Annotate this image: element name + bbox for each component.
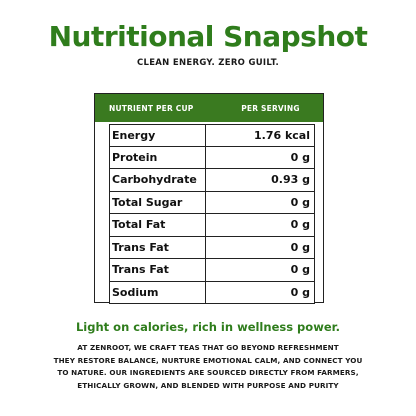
table-row: Trans Fat 0 g xyxy=(109,236,315,259)
table-header: NUTRIENT PER CUP PER SERVING xyxy=(95,94,323,122)
table-body: Energy 1.76 kcal Protein 0 g Carbohydrat… xyxy=(95,122,323,304)
tagline: Light on calories, rich in wellness powe… xyxy=(75,320,341,334)
nutrient-name: Sodium xyxy=(109,281,206,304)
brand-description: AT ZENROOT, WE CRAFT TEAS THAT GO BEYOND… xyxy=(22,342,394,392)
description-line: AT ZENROOT, WE CRAFT TEAS THAT GO BEYOND… xyxy=(77,343,339,352)
table-row: Sodium 0 g xyxy=(109,281,315,304)
table-row: Energy 1.76 kcal xyxy=(109,124,315,147)
table-row: Carbohydrate 0.93 g xyxy=(109,169,315,192)
nutrient-value: 1.76 kcal xyxy=(206,124,315,147)
nutrient-name: Energy xyxy=(109,124,206,147)
nutrient-name: Carbohydrate xyxy=(109,169,206,192)
nutrient-name: Total Sugar xyxy=(109,191,206,214)
nutrition-table: NUTRIENT PER CUP PER SERVING Energy 1.76… xyxy=(94,93,324,304)
description-line: TO NATURE. OUR INGREDIENTS ARE SOURCED D… xyxy=(57,368,359,377)
table-row: Total Fat 0 g xyxy=(109,214,315,237)
nutrient-name: Total Fat xyxy=(109,214,206,237)
description-line: ETHICALLY GROWN, AND BLENDED WITH PURPOS… xyxy=(77,380,339,390)
page-subtitle: CLEAN ENERGY. ZERO GUILT. xyxy=(136,58,280,68)
nutrient-value: 0.93 g xyxy=(206,169,315,192)
nutrient-value: 0 g xyxy=(206,146,315,169)
nutrient-name: Trans Fat xyxy=(109,259,206,282)
nutrient-name: Protein xyxy=(109,146,206,169)
nutrient-value: 0 g xyxy=(206,236,315,259)
nutrient-name: Trans Fat xyxy=(109,236,206,259)
table-row: Trans Fat 0 g xyxy=(109,259,315,282)
description-line: THEY RESTORE BALANCE, NURTURE EMOTIONAL … xyxy=(53,355,363,365)
nutrient-value: 0 g xyxy=(206,281,315,304)
nutrient-value: 0 g xyxy=(206,214,315,237)
page-title: Nutritional Snapshot xyxy=(48,20,368,53)
header-serving: PER SERVING xyxy=(241,103,300,113)
table-row: Protein 0 g xyxy=(109,146,315,169)
table-row: Total Sugar 0 g xyxy=(109,191,315,214)
nutrient-value: 0 g xyxy=(206,191,315,214)
header-nutrient: NUTRIENT PER CUP xyxy=(109,103,194,113)
nutrient-value: 0 g xyxy=(206,259,315,282)
